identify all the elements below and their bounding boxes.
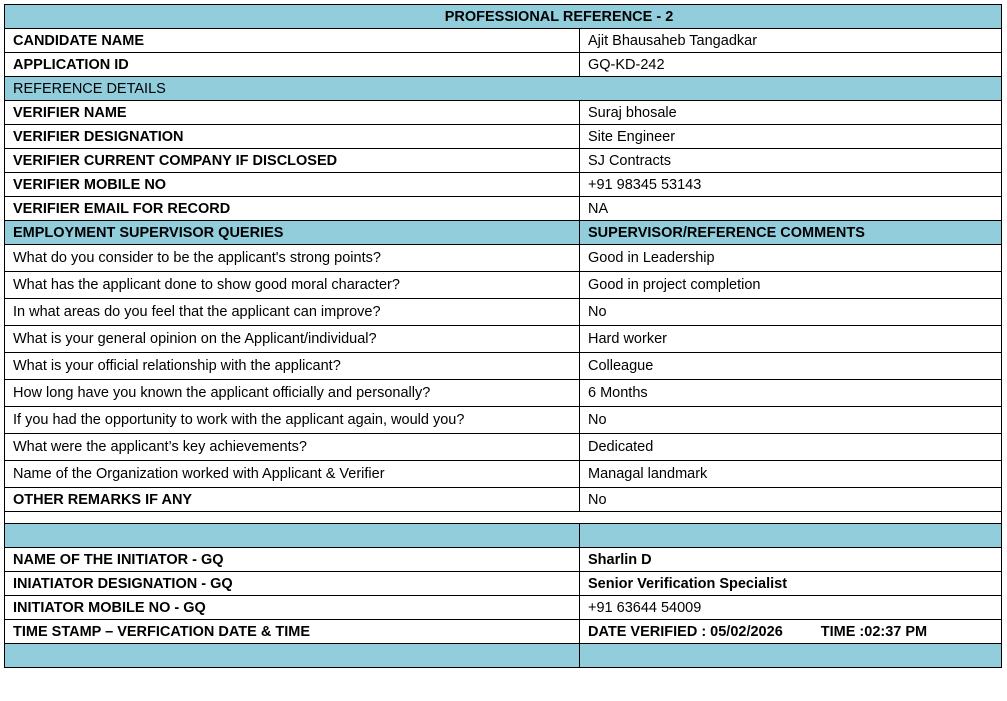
initiator-designation-value: Senior Verification Specialist [579, 571, 1002, 596]
query-row: How long have you known the applicant of… [4, 379, 1002, 407]
table-title: PROFESSIONAL REFERENCE - 2 [4, 4, 1002, 29]
query-row: What has the applicant done to show good… [4, 271, 1002, 299]
query-answer: Hard worker [579, 325, 1002, 353]
time-verified: TIME :02:37 PM [820, 623, 928, 640]
blank-blue-cell [4, 643, 580, 668]
query-answer: Colleague [579, 352, 1002, 380]
professional-reference-table: PROFESSIONAL REFERENCE - 2 CANDIDATE NAM… [4, 4, 1002, 668]
query-row: In what areas do you feel that the appli… [4, 298, 1002, 326]
blank-blue-cell [4, 523, 580, 548]
verifier-designation-label: VERIFIER DESIGNATION [4, 124, 580, 149]
query-answer: Dedicated [579, 433, 1002, 461]
verifier-company-label: VERIFIER CURRENT COMPANY IF DISCLOSED [4, 148, 580, 173]
initiator-name-value: Sharlin D [579, 547, 1002, 572]
other-remarks-value: No [579, 487, 1002, 512]
blank-blue-cell [579, 523, 1002, 548]
query-row: Name of the Organization worked with App… [4, 460, 1002, 488]
query-answer: No [579, 406, 1002, 434]
verifier-email-value: NA [579, 196, 1002, 221]
query-question: Name of the Organization worked with App… [4, 460, 580, 488]
query-question: What do you consider to be the applicant… [4, 244, 580, 272]
initiator-name-label: NAME OF THE INITIATOR - GQ [4, 547, 580, 572]
query-answer: 6 Months [579, 379, 1002, 407]
verifier-name-label: VERIFIER NAME [4, 100, 580, 125]
query-question: In what areas do you feel that the appli… [4, 298, 580, 326]
initiator-mobile-value: +91 63644 54009 [579, 595, 1002, 620]
query-answer: No [579, 298, 1002, 326]
query-question: If you had the opportunity to work with … [4, 406, 580, 434]
queries-header-right: SUPERVISOR/REFERENCE COMMENTS [579, 220, 1002, 245]
verifier-name-value: Suraj bhosale [579, 100, 1002, 125]
verifier-mobile-label: VERIFIER MOBILE NO [4, 172, 580, 197]
initiator-designation-label: INIATIATOR DESIGNATION - GQ [4, 571, 580, 596]
query-question: What were the applicant’s key achievemen… [4, 433, 580, 461]
verifier-designation-value: Site Engineer [579, 124, 1002, 149]
query-row: What is your general opinion on the Appl… [4, 325, 1002, 353]
query-answer: Managal landmark [579, 460, 1002, 488]
query-answer: Good in project completion [579, 271, 1002, 299]
timestamp-value: DATE VERIFIED : 05/02/2026 TIME :02:37 PM [579, 619, 1002, 644]
query-row: If you had the opportunity to work with … [4, 406, 1002, 434]
query-row: What do you consider to be the applicant… [4, 244, 1002, 272]
query-question: What is your general opinion on the Appl… [4, 325, 580, 353]
query-answer: Good in Leadership [579, 244, 1002, 272]
date-verified: DATE VERIFIED : 05/02/2026 [588, 623, 783, 640]
other-remarks-label: OTHER REMARKS IF ANY [4, 487, 580, 512]
verifier-company-value: SJ Contracts [579, 148, 1002, 173]
application-id-label: APPLICATION ID [4, 52, 580, 77]
reference-details-heading: REFERENCE DETAILS [4, 76, 1002, 101]
initiator-mobile-label: INITIATOR MOBILE NO - GQ [4, 595, 580, 620]
blank-blue-cell [579, 643, 1002, 668]
application-id-value: GQ-KD-242 [579, 52, 1002, 77]
candidate-name-label: CANDIDATE NAME [4, 28, 580, 53]
timestamp-label: TIME STAMP – VERFICATION DATE & TIME [4, 619, 580, 644]
query-question: What is your official relationship with … [4, 352, 580, 380]
queries-header-left: EMPLOYMENT SUPERVISOR QUERIES [4, 220, 580, 245]
query-row: What is your official relationship with … [4, 352, 1002, 380]
verifier-mobile-value: +91 98345 53143 [579, 172, 1002, 197]
query-question: How long have you known the applicant of… [4, 379, 580, 407]
candidate-name-value: Ajit Bhausaheb Tangadkar [579, 28, 1002, 53]
spacer-row [4, 511, 1002, 524]
verifier-email-label: VERIFIER EMAIL FOR RECORD [4, 196, 580, 221]
query-question: What has the applicant done to show good… [4, 271, 580, 299]
query-row: What were the applicant’s key achievemen… [4, 433, 1002, 461]
